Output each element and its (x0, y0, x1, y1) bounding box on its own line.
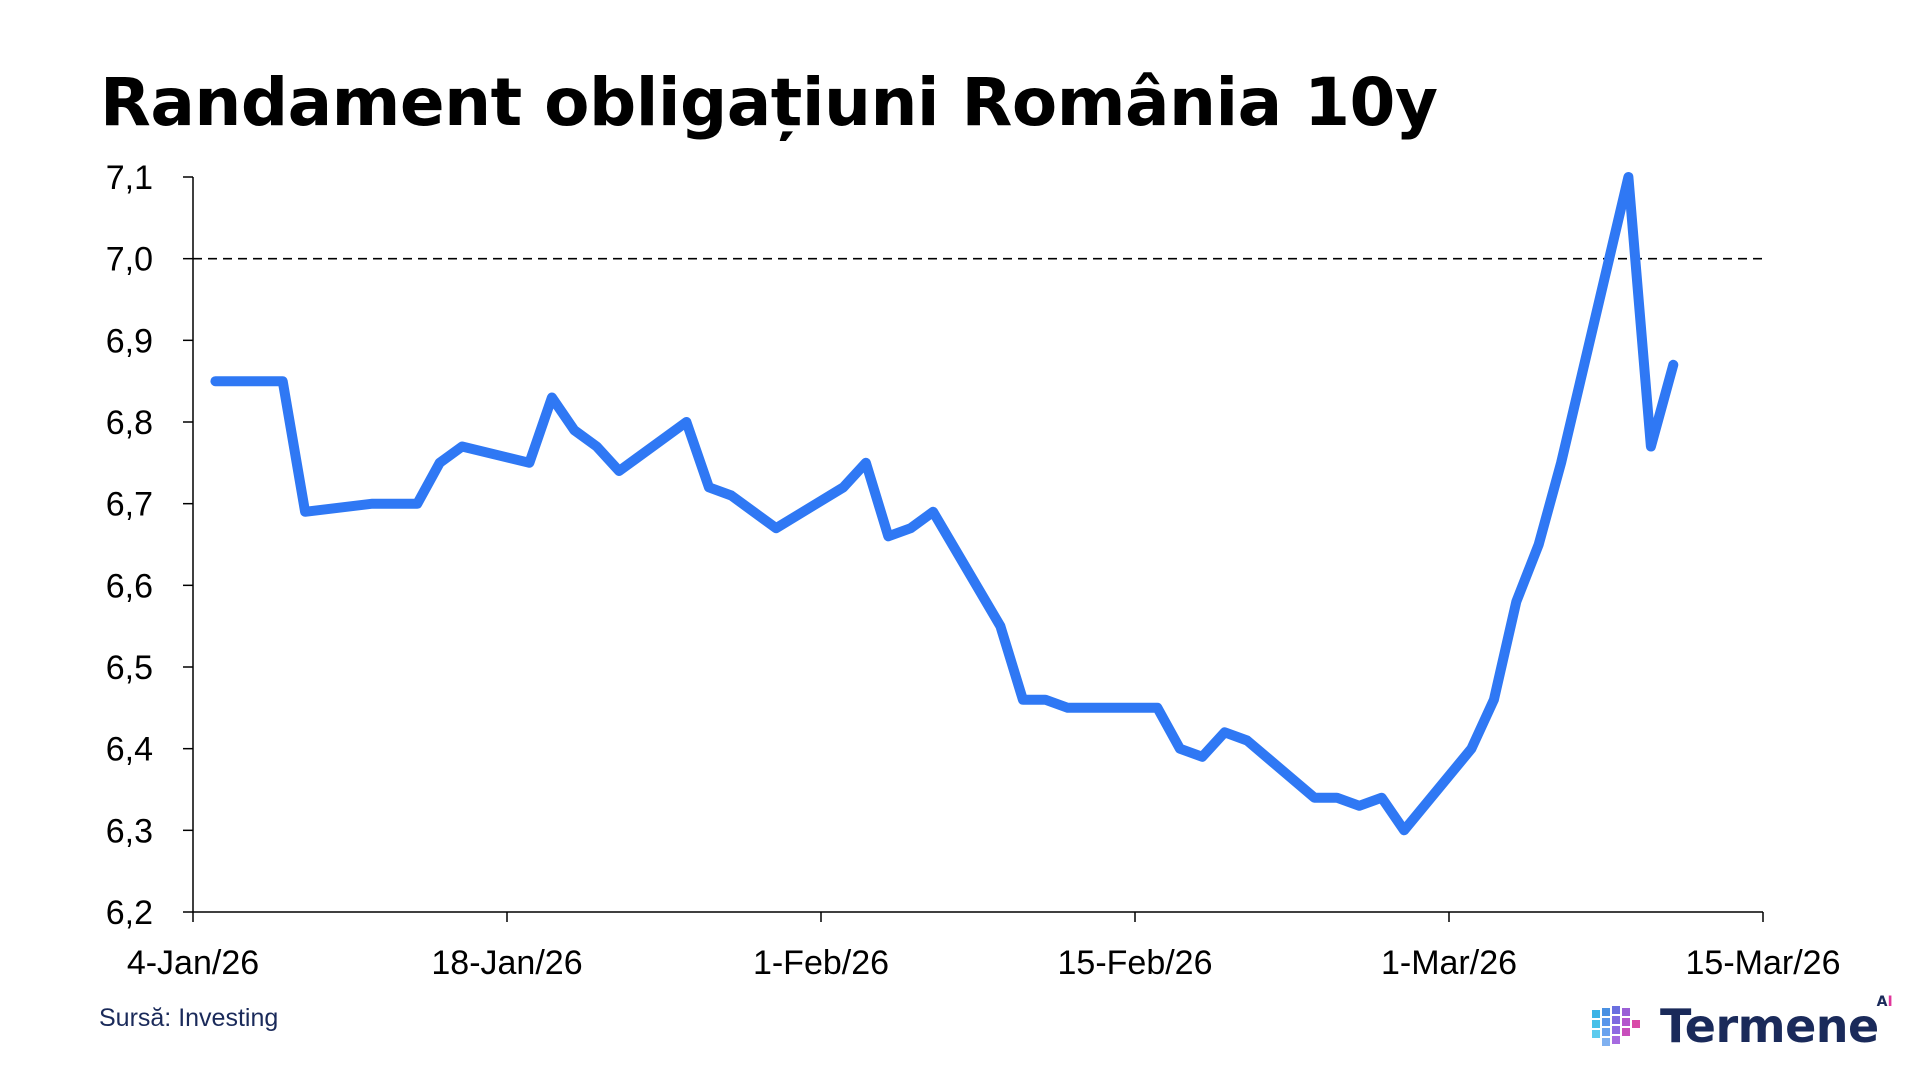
y-tick-label: 7,0 (106, 241, 153, 279)
y-tick-label: 7,1 (106, 159, 153, 197)
cube-grid-icon (1592, 1006, 1640, 1046)
y-tick-label: 6,4 (106, 731, 153, 769)
y-tick-label: 6,5 (106, 649, 153, 687)
y-tick-label: 6,3 (106, 812, 153, 850)
series-layer (210, 172, 1679, 836)
x-tick-label: 15-Feb/26 (1058, 944, 1213, 982)
chart-title: Randament obligațiuni România 10y (100, 64, 1438, 141)
y-tick-label: 6,6 (106, 567, 153, 605)
brand-ai-mark: AI (1876, 994, 1893, 1010)
x-tick-label: 18-Jan/26 (431, 944, 582, 982)
x-tick-label: 4-Jan/26 (127, 944, 259, 982)
x-tick-label: 1-Mar/26 (1381, 944, 1517, 982)
y-tick-label: 6,9 (106, 322, 153, 360)
y-tick-label: 6,7 (106, 486, 153, 524)
x-tick-label: 1-Feb/26 (753, 944, 889, 982)
y-axis: 6,2 6,3 6,4 6,5 6,6 6,7 6,8 6,9 7,0 7,1 (106, 159, 194, 932)
x-tick-label: 15-Mar/26 (1686, 944, 1841, 982)
x-axis: 4-Jan/26 18-Jan/26 1-Feb/26 15-Feb/26 1-Mar/… (127, 911, 1841, 982)
y-tick-label: 6,2 (106, 894, 153, 932)
brand-logo: Termene AI (1590, 994, 1893, 1054)
series-line (210, 172, 1679, 836)
y-tick-label: 6,8 (106, 404, 153, 442)
brand-name: Termene (1660, 999, 1879, 1053)
source-note: Sursă: Investing (99, 1004, 279, 1032)
